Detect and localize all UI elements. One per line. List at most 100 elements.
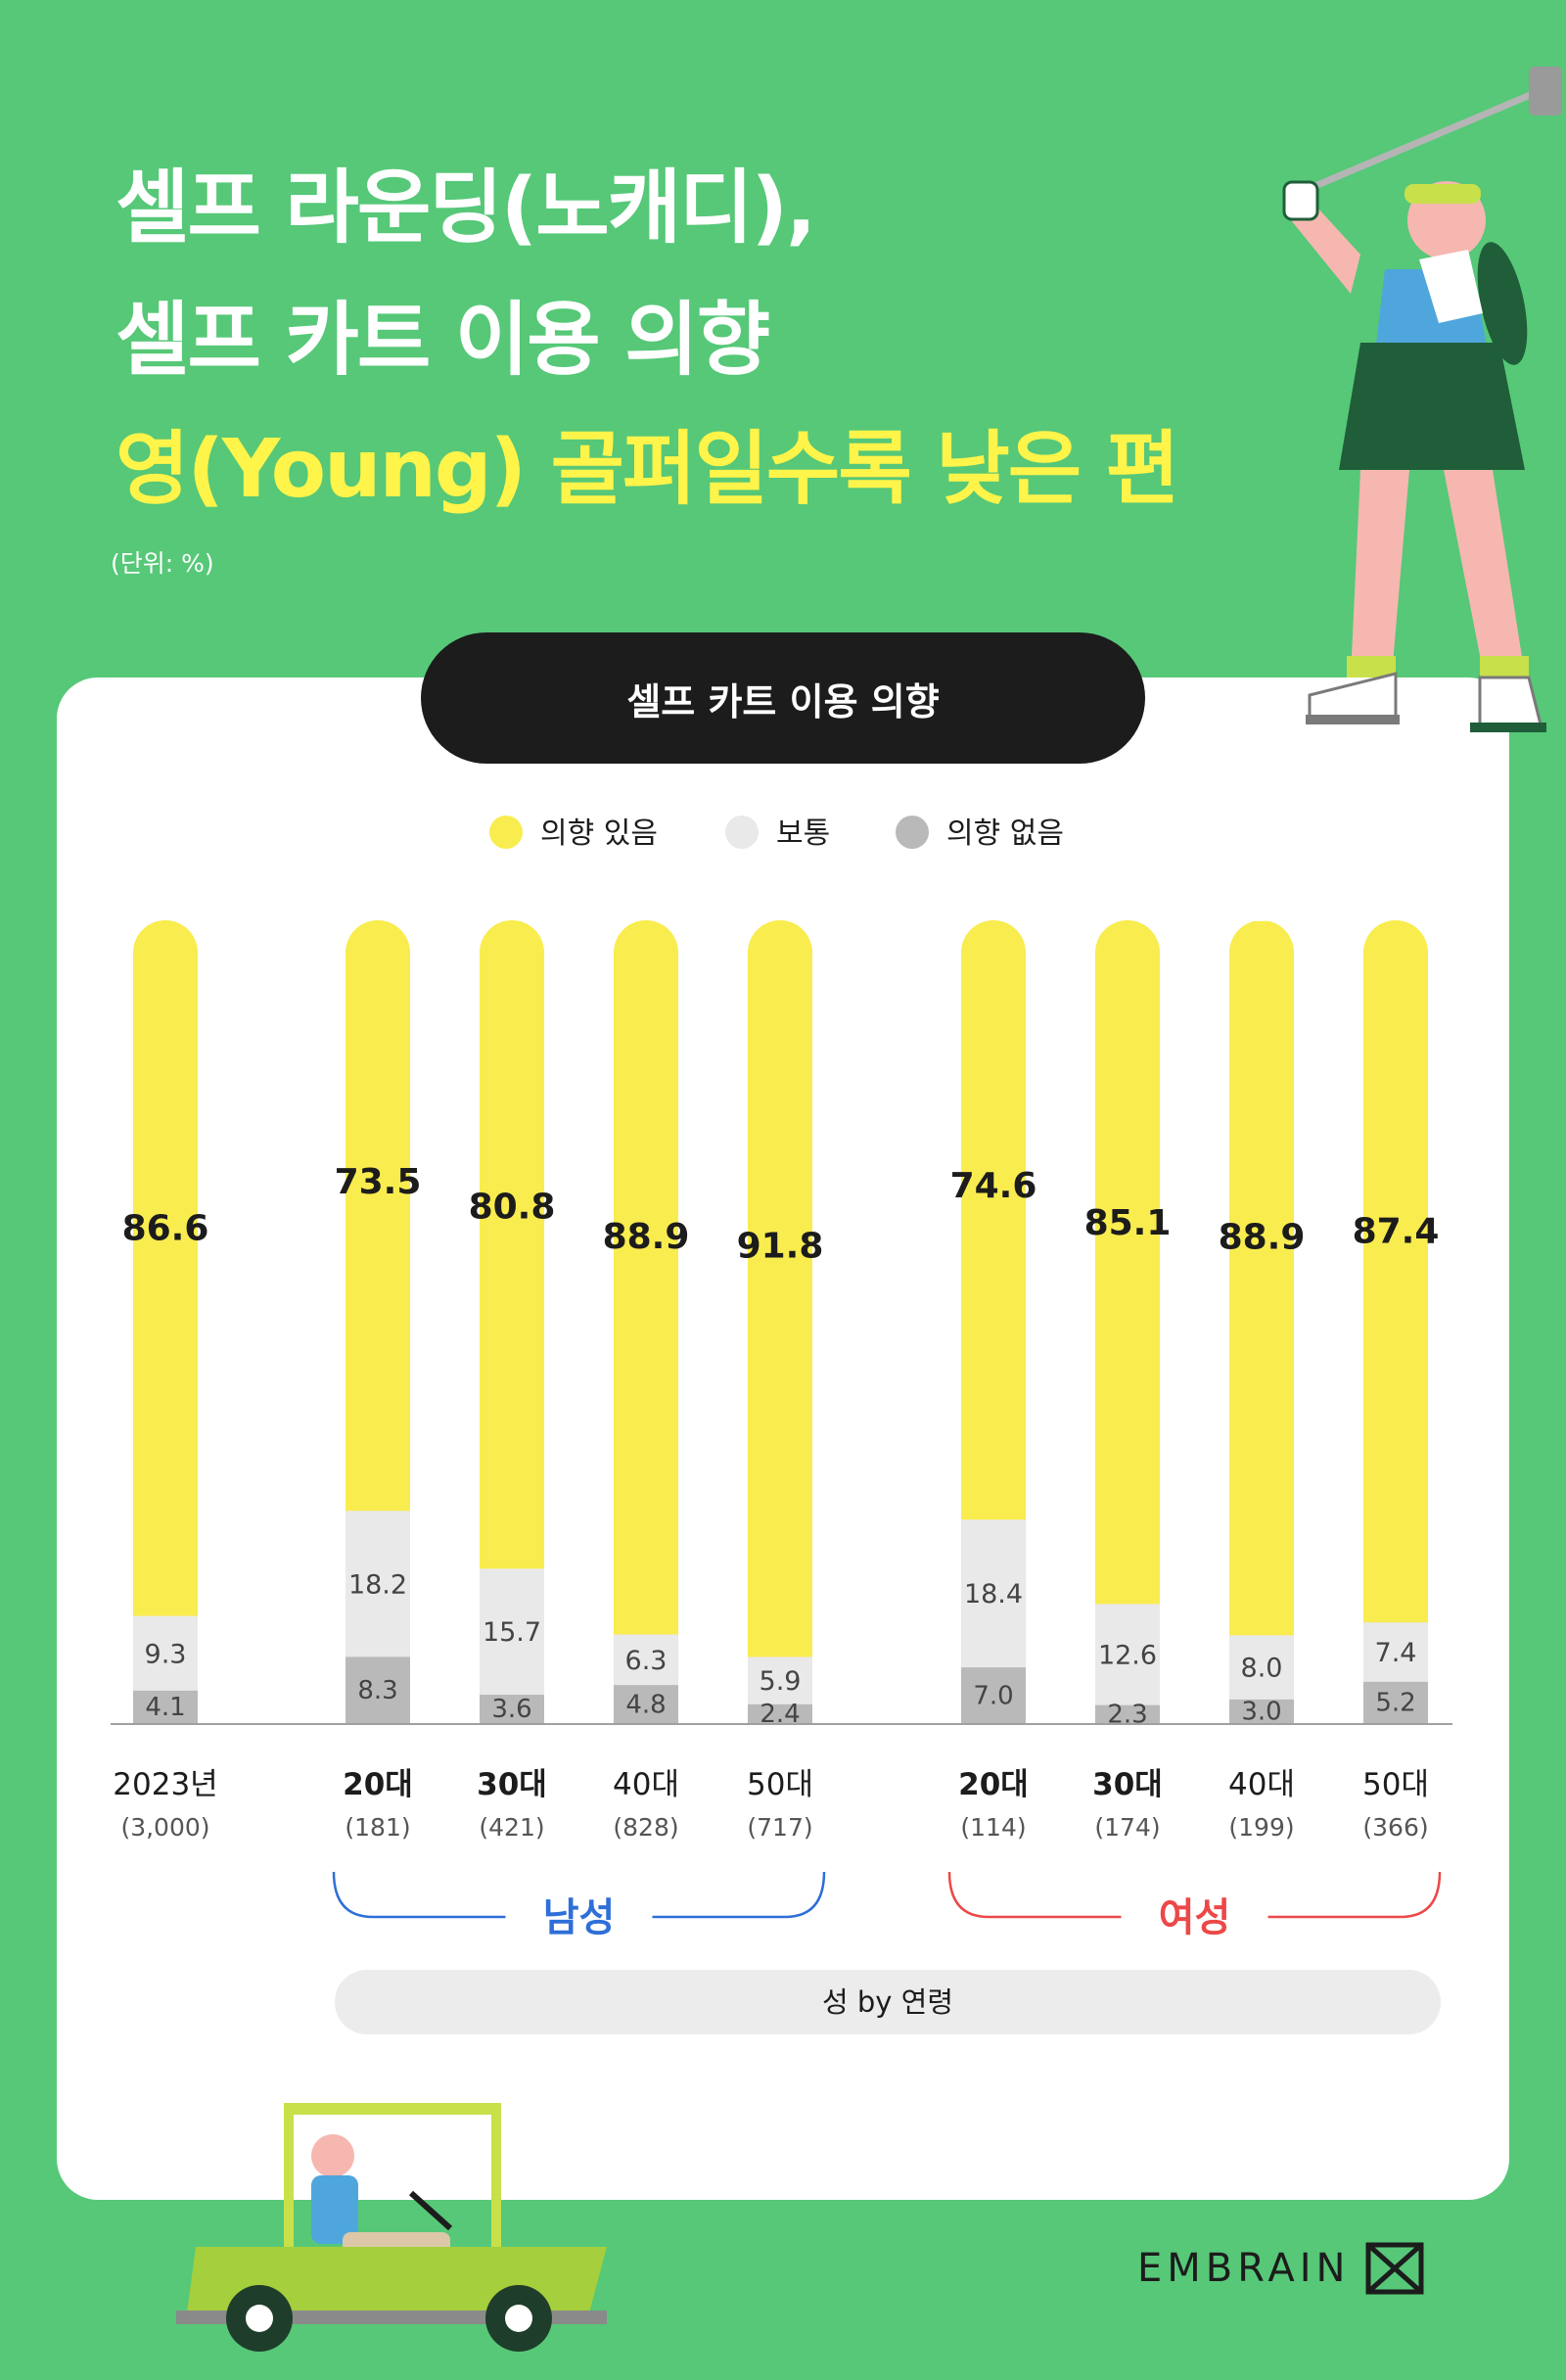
group-axis-label: 성 by 연령 bbox=[822, 1985, 953, 2019]
chart-title-pill: 셀프 카트 이용 의향 bbox=[421, 632, 1145, 764]
x-axis-labels: 2023년 (3,000) 20대 (181) 30대 (421) 40대 (828) 50대 (… bbox=[113, 1767, 1429, 1842]
bar-segment-0-0 bbox=[133, 920, 198, 1616]
unit-label: (단위: %) bbox=[111, 549, 214, 578]
x-tick-label-2: 30대 bbox=[477, 1767, 547, 1802]
value-label-neutral-7: 8.0 bbox=[1241, 1654, 1283, 1684]
value-label-neutral-5: 18.4 bbox=[964, 1579, 1023, 1610]
bar-group-6 bbox=[1095, 920, 1160, 1723]
bar-segment-2-1 bbox=[345, 1656, 410, 1723]
bar-group-0 bbox=[133, 920, 198, 1723]
group-label-0: 남성 bbox=[543, 1895, 616, 1940]
sample-size-label-1: (181) bbox=[345, 1813, 410, 1842]
title-line-3: 영(Young) 골퍼일수록 낮은 편 bbox=[115, 423, 1179, 516]
value-label-yes-3: 88.9 bbox=[603, 1217, 690, 1257]
legend-label-0: 의향 있음 bbox=[540, 817, 658, 851]
x-tick-label-4: 50대 bbox=[747, 1767, 813, 1802]
x-tick-label-6: 30대 bbox=[1092, 1767, 1163, 1802]
bar-group-5 bbox=[961, 920, 1026, 1723]
value-label-neutral-0: 9.3 bbox=[145, 1639, 187, 1669]
group-axis-pill bbox=[335, 1970, 1441, 2034]
sample-size-label-3: (828) bbox=[613, 1813, 678, 1842]
bar-segment-1-6 bbox=[1095, 1603, 1160, 1705]
bar-segment-0-3 bbox=[614, 920, 678, 1635]
value-label-neutral-1: 18.2 bbox=[348, 1569, 407, 1600]
bar-group-4 bbox=[748, 920, 812, 1723]
legend-marker-2 bbox=[896, 816, 929, 849]
sample-size-label-7: (199) bbox=[1228, 1813, 1294, 1842]
value-label-yes-5: 74.6 bbox=[950, 1166, 1037, 1206]
value-label-neutral-2: 15.7 bbox=[483, 1617, 541, 1648]
value-label-neutral-4: 5.9 bbox=[760, 1666, 802, 1697]
sample-size-label-5: (114) bbox=[960, 1813, 1026, 1842]
x-tick-label-1: 20대 bbox=[343, 1767, 413, 1802]
value-label-no-6: 2.3 bbox=[1107, 1701, 1147, 1730]
bars bbox=[133, 920, 1428, 1723]
value-label-neutral-3: 6.3 bbox=[625, 1646, 668, 1676]
group-brackets: 남성 여성 bbox=[332, 1871, 1442, 1940]
legend-label-2: 의향 없음 bbox=[946, 817, 1064, 851]
bar-segment-1-8 bbox=[1363, 1621, 1428, 1682]
sample-size-label-4: (717) bbox=[747, 1813, 812, 1842]
bar-segment-0-6 bbox=[1095, 920, 1160, 1605]
bar-segment-0-7 bbox=[1229, 920, 1294, 1636]
bar-segment-1-7 bbox=[1229, 1634, 1294, 1700]
brand-name: EMBRAIN bbox=[1137, 2246, 1351, 2291]
bar-segment-2-4 bbox=[748, 1703, 812, 1723]
bar-segment-2-3 bbox=[614, 1684, 678, 1723]
bar-segment-2-7 bbox=[1229, 1699, 1294, 1723]
title-line-1: 셀프 라운딩(노캐디), bbox=[115, 162, 816, 255]
value-label-yes-2: 80.8 bbox=[469, 1188, 556, 1228]
legend-marker-1 bbox=[725, 816, 759, 849]
group-label-1: 여성 bbox=[1159, 1895, 1231, 1940]
value-label-no-0: 4.1 bbox=[145, 1693, 185, 1722]
value-label-neutral-6: 12.6 bbox=[1098, 1640, 1157, 1670]
bar-segment-0-5 bbox=[961, 920, 1026, 1520]
value-label-no-8: 5.2 bbox=[1375, 1689, 1415, 1718]
sample-size-label-2: (421) bbox=[479, 1813, 544, 1842]
bar-segment-1-0 bbox=[133, 1615, 198, 1691]
bar-group-1 bbox=[345, 920, 410, 1723]
value-label-no-5: 7.0 bbox=[973, 1681, 1013, 1710]
x-tick-label-7: 40대 bbox=[1228, 1767, 1295, 1802]
bar-group-3 bbox=[614, 920, 678, 1723]
legend-label-1: 보통 bbox=[776, 817, 830, 851]
golf-cart-illustration bbox=[176, 2103, 607, 2352]
bar-group-2 bbox=[480, 920, 544, 1723]
golfer-illustration bbox=[1282, 67, 1562, 732]
legend: 의향 있음 보통 의향 없음 bbox=[489, 816, 1064, 851]
legend-marker-0 bbox=[489, 816, 523, 849]
group-bracket-1 bbox=[947, 1871, 1442, 1919]
embrain-logo: EMBRAIN bbox=[1137, 2242, 1424, 2295]
value-label-yes-4: 91.8 bbox=[737, 1226, 824, 1266]
embrain-logo-icon bbox=[1365, 2242, 1424, 2295]
bar-segment-0-8 bbox=[1363, 920, 1428, 1623]
group-bracket-0 bbox=[332, 1871, 826, 1919]
value-label-yes-6: 85.1 bbox=[1084, 1203, 1172, 1243]
value-label-no-2: 3.6 bbox=[491, 1695, 531, 1724]
sample-size-label-8: (366) bbox=[1362, 1813, 1428, 1842]
bar-segment-2-2 bbox=[480, 1694, 544, 1723]
sample-size-label-6: (174) bbox=[1094, 1813, 1160, 1842]
bar-segment-1-1 bbox=[345, 1510, 410, 1657]
sample-size-label-0: (3,000) bbox=[120, 1813, 209, 1842]
bar-segment-1-4 bbox=[748, 1656, 812, 1704]
chart-title: 셀프 카트 이용 의향 bbox=[626, 679, 940, 723]
bar-group-7 bbox=[1229, 920, 1294, 1723]
value-label-no-7: 3.0 bbox=[1241, 1698, 1281, 1727]
bar-segment-1-3 bbox=[614, 1633, 678, 1686]
x-tick-label-0: 2023년 bbox=[113, 1767, 217, 1802]
value-label-yes-0: 86.6 bbox=[122, 1208, 209, 1248]
value-label-no-3: 4.8 bbox=[625, 1690, 666, 1719]
bar-segment-0-4 bbox=[748, 920, 812, 1657]
bar-segment-2-5 bbox=[961, 1666, 1026, 1723]
value-label-yes-8: 87.4 bbox=[1353, 1211, 1440, 1251]
x-tick-label-3: 40대 bbox=[613, 1767, 679, 1802]
bar-segment-2-0 bbox=[133, 1690, 198, 1723]
bar-segment-0-2 bbox=[480, 920, 544, 1569]
bar-segment-2-8 bbox=[1363, 1681, 1428, 1723]
bar-segment-1-5 bbox=[961, 1518, 1026, 1668]
value-label-yes-1: 73.5 bbox=[335, 1162, 422, 1202]
segment-labels: 86.6 9.3 4.1 73.5 18.2 8.3 80.8 15.7 3.6 88.9 6.3 4… bbox=[122, 1162, 1440, 1729]
bar-segment-0-1 bbox=[345, 920, 410, 1512]
